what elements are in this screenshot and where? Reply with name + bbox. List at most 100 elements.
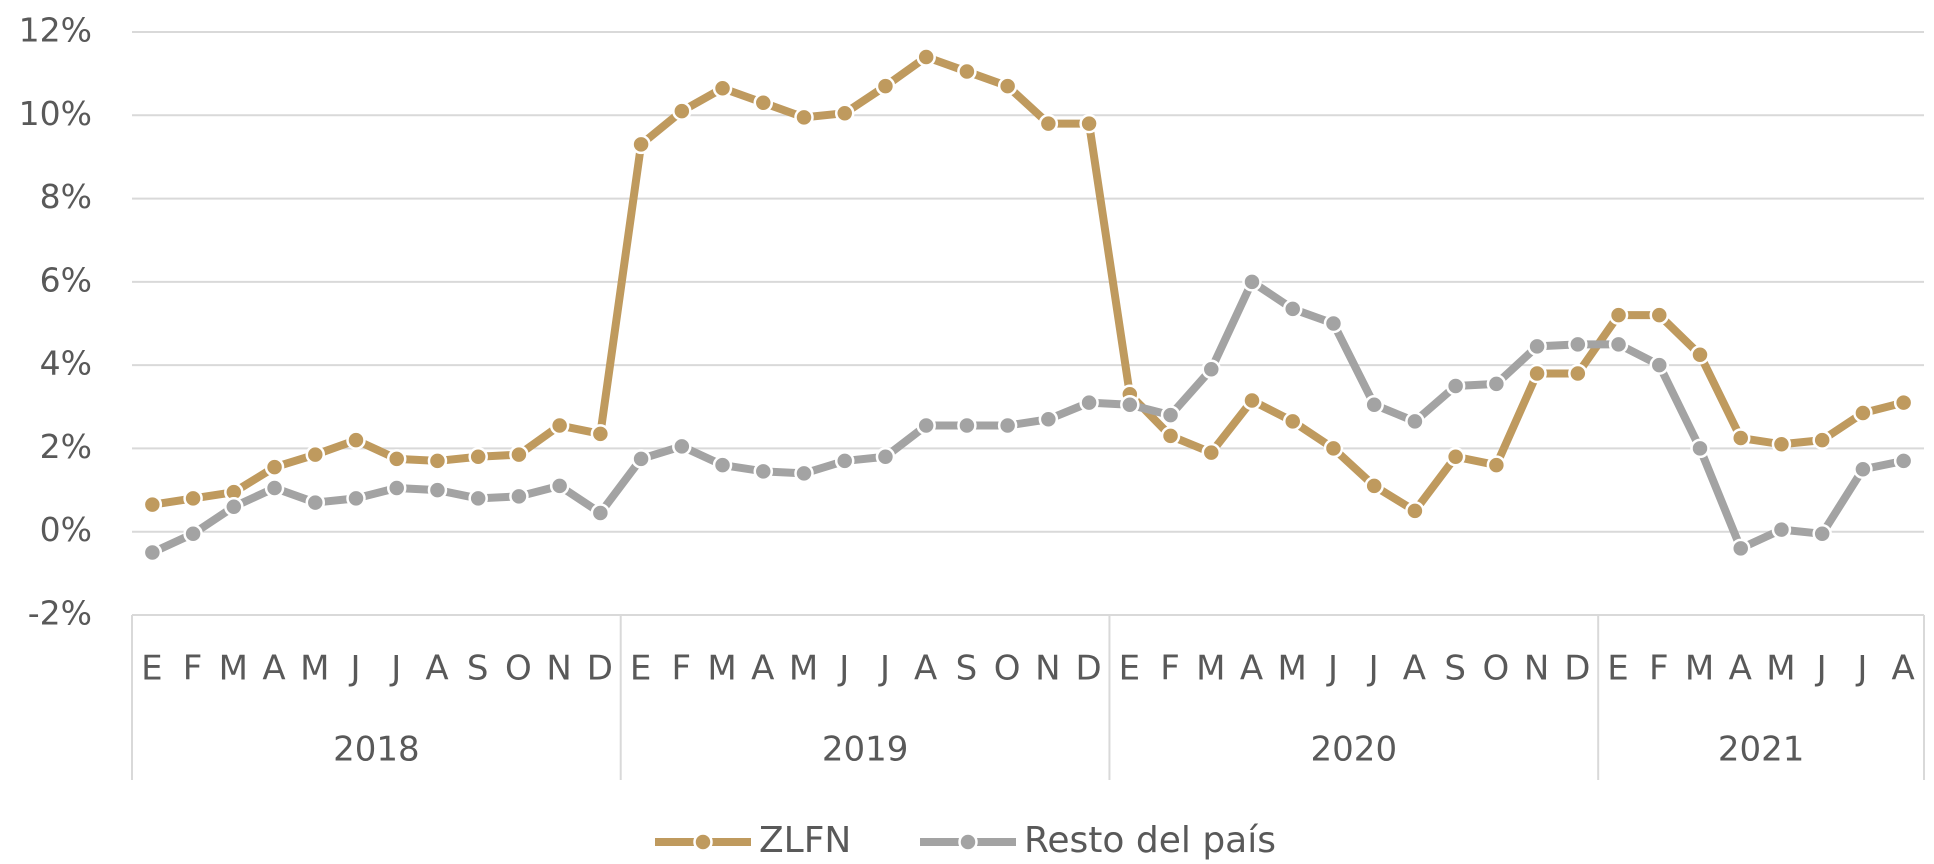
marker — [386, 449, 407, 469]
marker — [1201, 359, 1222, 380]
x-tick-label: J — [1815, 649, 1828, 689]
marker — [834, 103, 855, 123]
marker — [712, 455, 733, 475]
marker — [1160, 405, 1181, 425]
series — [142, 272, 1914, 563]
marker — [1079, 392, 1099, 413]
marker — [1405, 411, 1425, 432]
marker — [1853, 459, 1873, 479]
marker — [712, 78, 733, 98]
marker — [1405, 501, 1425, 521]
x-tick-label: O — [1482, 649, 1510, 689]
group-label: 2018 — [333, 730, 420, 770]
marker — [346, 430, 366, 450]
marker — [1527, 363, 1547, 384]
x-tick-label: N — [1524, 649, 1550, 689]
marker — [875, 447, 896, 467]
marker — [916, 415, 936, 436]
x-tick-label: J — [878, 649, 891, 689]
marker — [1201, 442, 1222, 463]
legend-label: ZLFN — [759, 820, 851, 861]
marker — [1079, 113, 1099, 134]
marker — [1568, 363, 1588, 384]
marker — [1690, 438, 1710, 459]
x-tick-label: J — [1855, 649, 1868, 689]
marker — [549, 476, 570, 496]
marker — [264, 457, 285, 477]
marker — [427, 480, 448, 500]
x-tick-label: E — [1119, 649, 1141, 689]
x-tick-label: M — [300, 649, 330, 689]
marker — [1445, 376, 1466, 396]
marker — [753, 93, 774, 113]
marker — [672, 101, 692, 121]
x-tick-label: O — [505, 649, 533, 689]
marker — [1853, 403, 1873, 423]
group-label: 2020 — [1311, 730, 1398, 770]
x-tick-label: J — [837, 649, 850, 689]
x-tick-label: S — [467, 649, 490, 689]
marker — [794, 107, 814, 128]
marker — [1323, 313, 1344, 334]
x-tick-label: F — [672, 649, 693, 689]
marker — [1527, 336, 1547, 357]
x-tick-label: A — [425, 649, 449, 689]
marker — [1730, 428, 1751, 448]
marker — [1690, 344, 1710, 365]
marker — [183, 524, 203, 544]
x-tick-label: M — [789, 649, 819, 689]
marker — [1364, 394, 1384, 415]
group-label: 2019 — [822, 730, 909, 770]
marker — [997, 415, 1018, 436]
marker — [957, 61, 977, 82]
x-tick-label: N — [546, 649, 572, 689]
marker — [142, 494, 163, 515]
marker — [590, 503, 611, 523]
marker — [142, 542, 163, 563]
y-tick-label: 2% — [40, 427, 92, 466]
marker — [1364, 476, 1384, 496]
marker — [672, 436, 692, 457]
marker — [1812, 524, 1832, 544]
marker — [1323, 438, 1344, 459]
x-tick-label: J — [389, 649, 402, 689]
x-tick-label: M — [1278, 649, 1308, 689]
marker — [1568, 334, 1588, 355]
x-tick-label: A — [1729, 649, 1753, 689]
y-tick-label: 6% — [40, 260, 92, 299]
x-tick-label: M — [219, 649, 249, 689]
marker — [509, 444, 529, 465]
marker — [1893, 451, 1914, 471]
x-tick-label: A — [1403, 649, 1427, 689]
x-tick-label: O — [994, 649, 1022, 689]
x-tick-label: S — [1444, 649, 1467, 689]
marker — [1771, 519, 1792, 540]
marker — [509, 486, 529, 507]
marker — [875, 76, 896, 96]
x-tick-label: D — [1075, 649, 1102, 689]
marker — [1242, 390, 1262, 411]
y-tick-label: 8% — [40, 177, 92, 216]
x-tick-label: E — [630, 649, 652, 689]
marker — [1608, 334, 1629, 355]
x-tick-label: F — [183, 649, 204, 689]
x-tick-label: J — [1326, 649, 1339, 689]
x-tick-label: D — [1564, 649, 1591, 689]
legend-label: Resto del país — [1024, 820, 1276, 861]
legend-marker — [958, 832, 978, 852]
y-tick-label: 4% — [40, 344, 92, 383]
x-tick-label: F — [1649, 649, 1670, 689]
marker — [305, 492, 326, 513]
marker — [957, 415, 977, 436]
x-tick-label: A — [262, 649, 286, 689]
y-tick-label: -2% — [28, 594, 92, 633]
marker — [1120, 394, 1140, 415]
legend-marker — [693, 832, 713, 852]
marker — [1730, 538, 1751, 559]
marker — [224, 496, 244, 517]
x-tick-label: J — [348, 649, 361, 689]
marker — [1893, 392, 1914, 413]
marker — [468, 488, 488, 509]
marker — [468, 447, 488, 467]
